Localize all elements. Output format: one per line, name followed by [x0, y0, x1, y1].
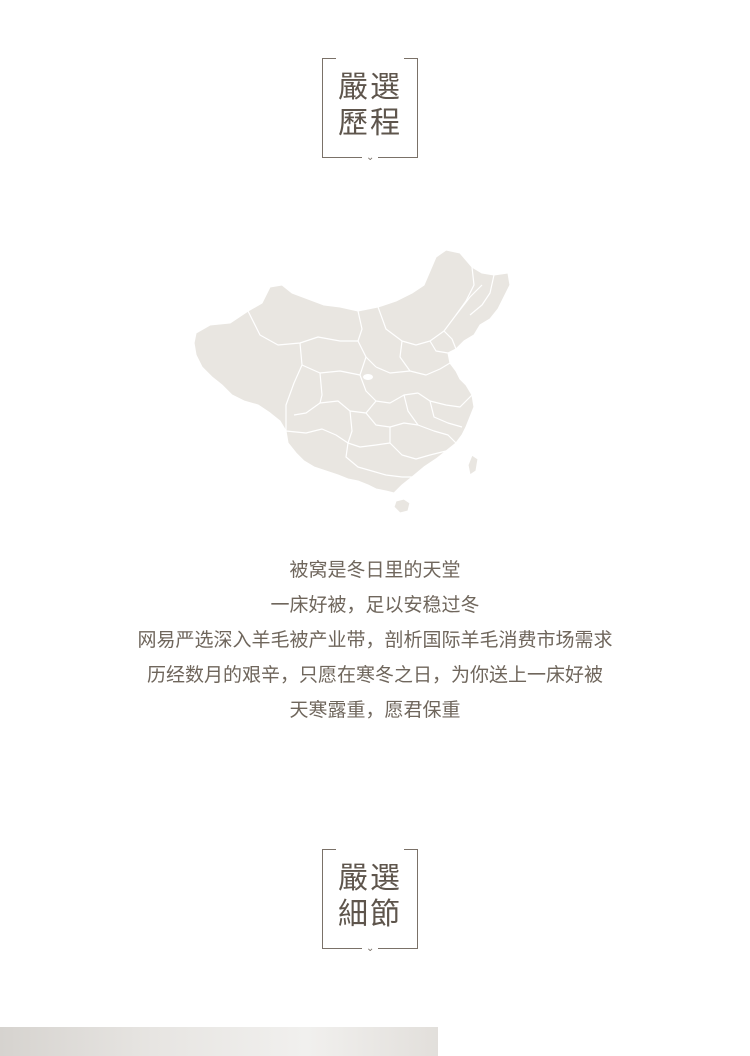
- frame-line: [378, 157, 418, 158]
- intro-line-4: 历经数月的艰辛，只愿在寒冬之日，为你送上一床好被: [146, 664, 603, 686]
- chevron-down-icon: ⌄: [366, 152, 375, 163]
- china-map-graphic: [193, 249, 511, 514]
- frame-line: [404, 849, 418, 850]
- frame-line: [378, 948, 418, 949]
- section-heading-details: ⌄ 嚴選 細節: [322, 849, 418, 954]
- heading-line-2: 歷程: [338, 106, 402, 141]
- map-lake: [363, 374, 373, 380]
- heading-text: 嚴選 歷程: [334, 70, 406, 142]
- intro-line-3: 网易严选深入羊毛被产业带，剖析国际羊毛消费市场需求: [137, 629, 613, 651]
- frame-line: [322, 849, 323, 949]
- intro-line-2: 一床好被，足以安稳过冬: [270, 594, 480, 616]
- section-heading-history: ⌄ 嚴選 歷程: [322, 58, 418, 163]
- map-hainan: [393, 498, 411, 514]
- heading-line-1: 嚴選: [338, 861, 402, 896]
- intro-line-5: 天寒露重，愿君保重: [289, 699, 461, 721]
- heading-line-1: 嚴選: [338, 70, 402, 105]
- frame-line: [322, 948, 362, 949]
- chevron-down-icon: ⌄: [366, 943, 375, 954]
- frame-line: [322, 157, 362, 158]
- product-photo: [0, 1027, 438, 1056]
- frame-line: [322, 58, 323, 158]
- china-map: [190, 245, 515, 515]
- map-province-lines: [247, 266, 495, 478]
- intro-text: 被窝是冬日里的天堂 一床好被，足以安稳过冬 网易严选深入羊毛被产业带，剖析国际羊…: [0, 553, 750, 728]
- heading-text: 嚴選 細節: [334, 861, 406, 933]
- intro-line-1: 被窝是冬日里的天堂: [289, 559, 461, 581]
- frame-line: [322, 58, 336, 59]
- frame-line: [417, 849, 418, 949]
- map-landmass: [193, 249, 511, 494]
- frame-line: [417, 58, 418, 158]
- frame-line: [322, 849, 336, 850]
- heading-line-2: 細節: [338, 897, 402, 932]
- frame-line: [404, 58, 418, 59]
- map-taiwan: [467, 454, 479, 476]
